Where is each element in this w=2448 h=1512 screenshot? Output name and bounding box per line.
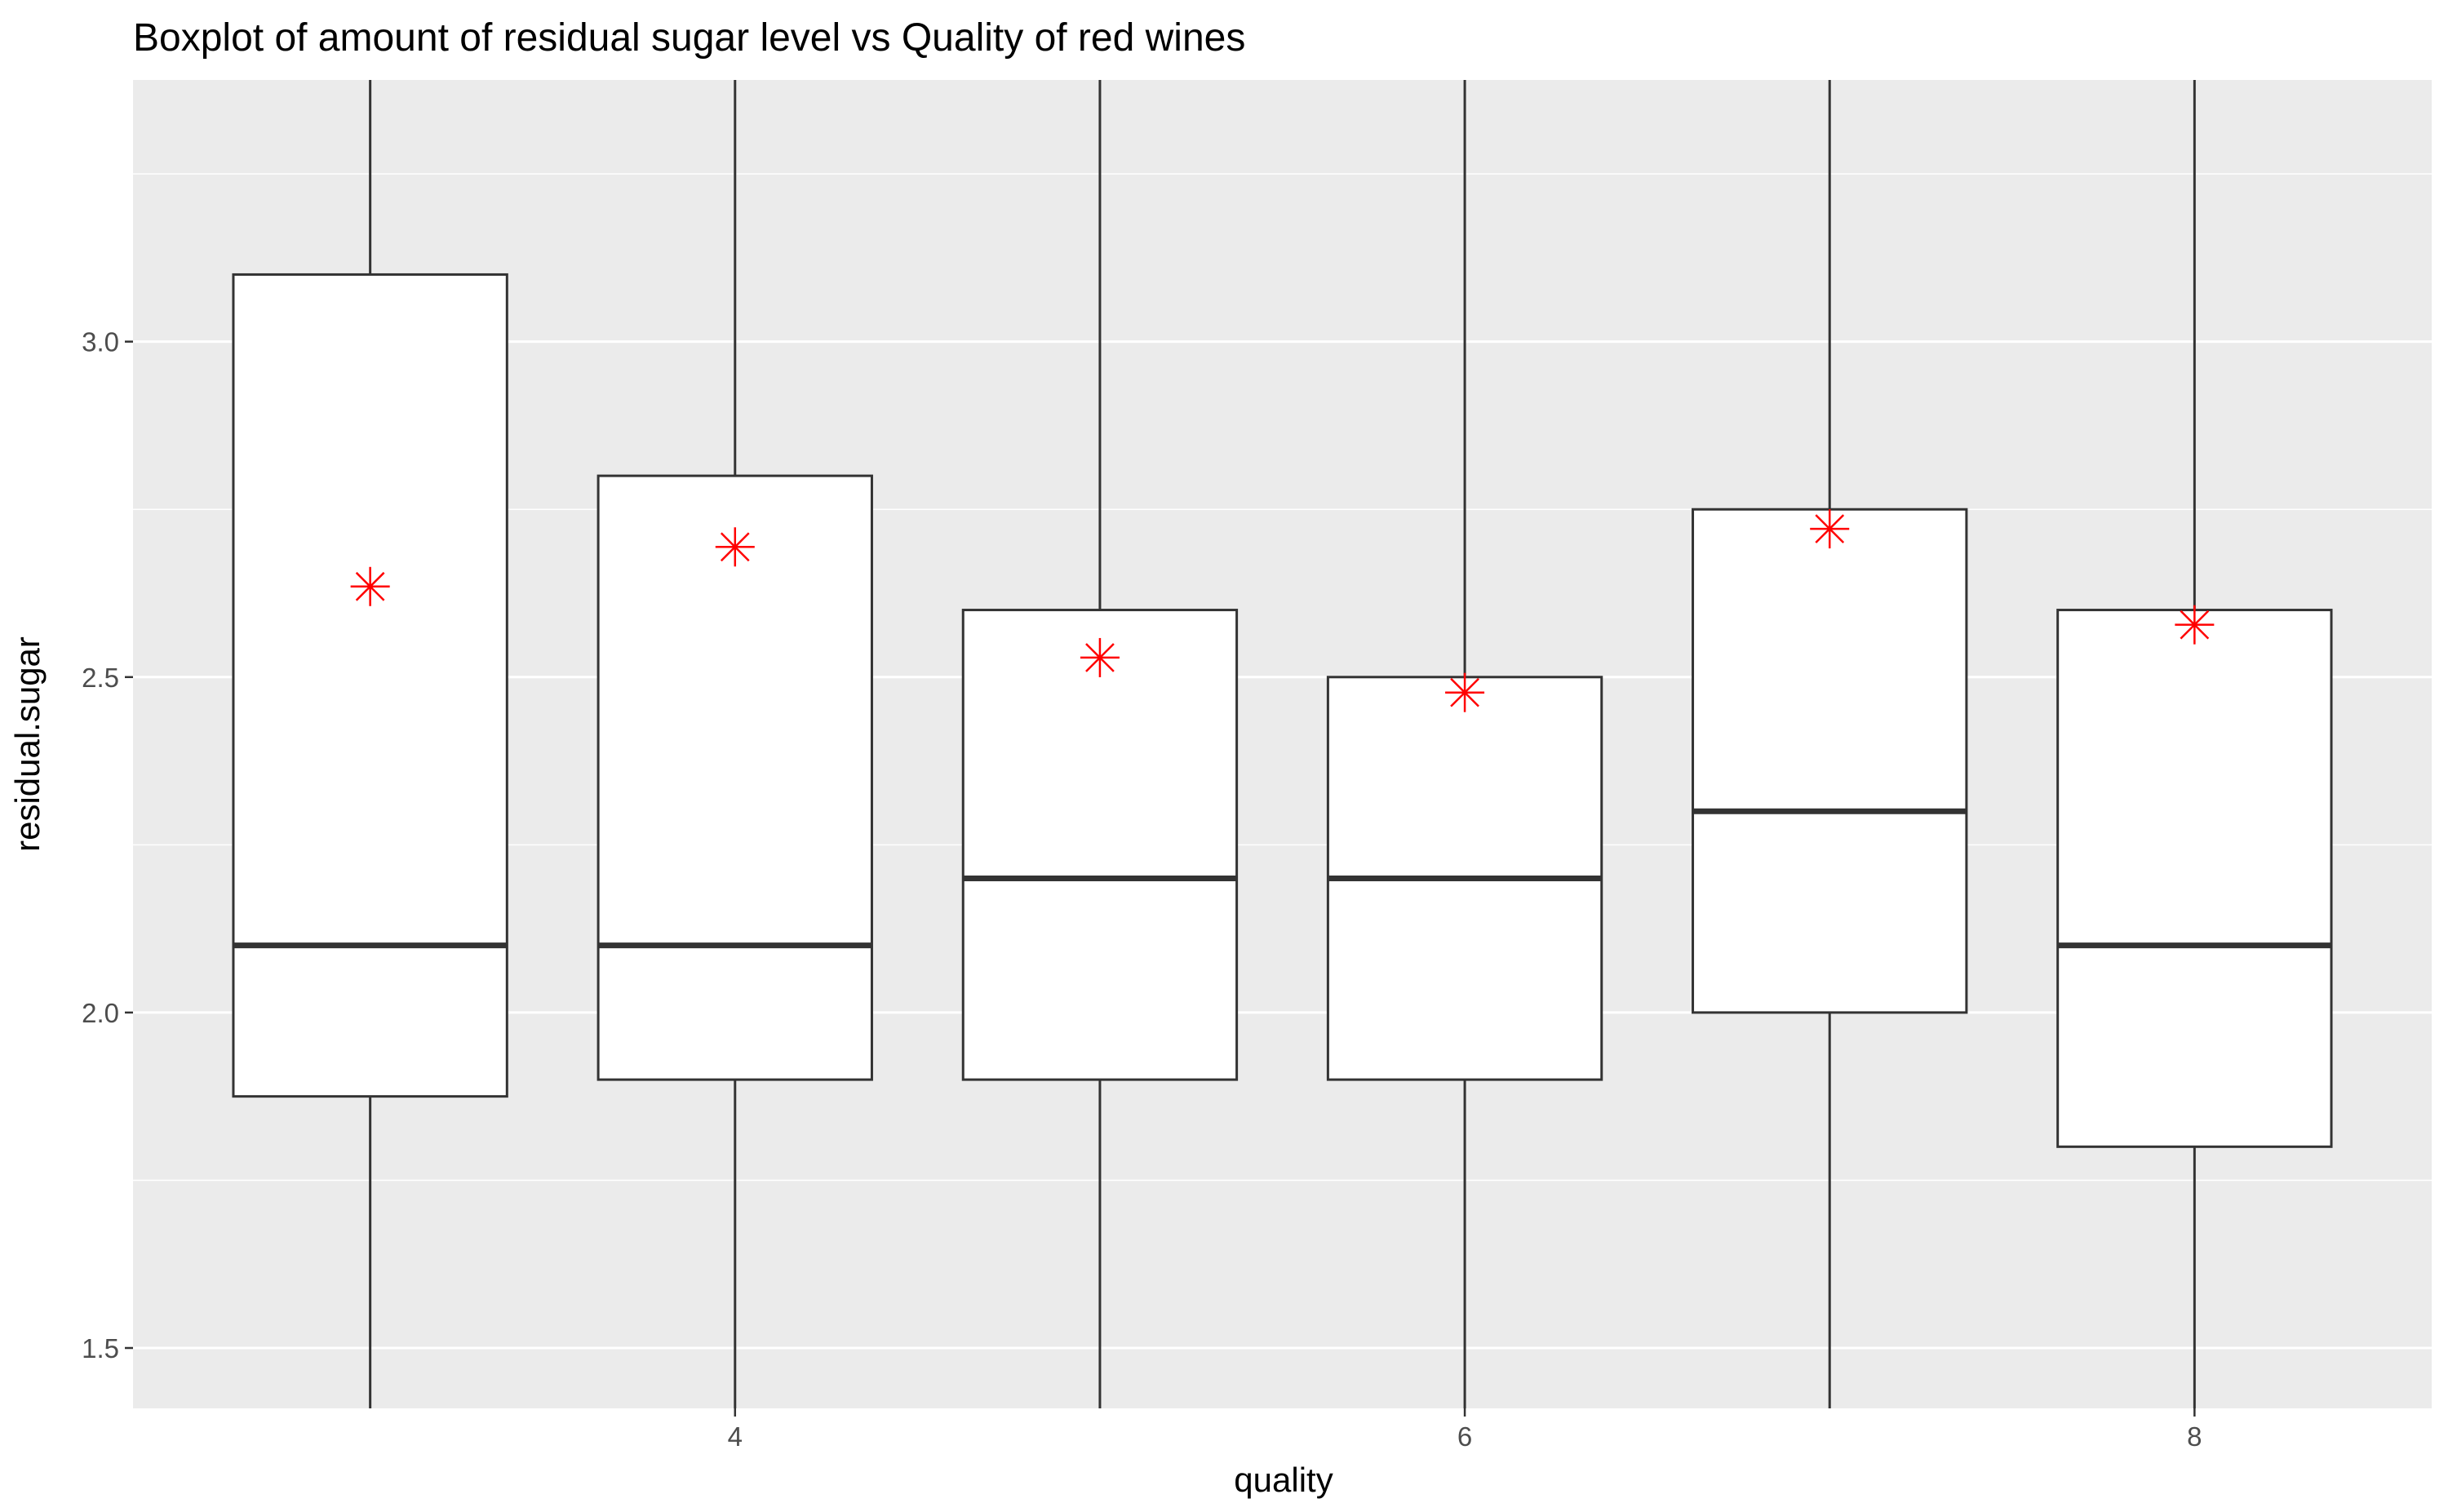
y-tick-label: 2.5 [82,663,119,693]
y-tick-label: 2.0 [82,998,119,1028]
x-tick-label: 4 [728,1421,743,1452]
mean-marker [715,527,755,567]
mean-marker [350,566,390,606]
x-axis-title: quality [1234,1461,1333,1499]
y-tick-label: 3.0 [82,327,119,357]
box-iqr [2056,609,2333,1148]
box-iqr [961,609,1239,1081]
box-quality-5 [961,80,1239,1408]
x-axis: 4 6 8 [728,1408,2202,1452]
mean-marker [2175,605,2215,645]
chart-title: Boxplot of amount of residual sugar leve… [133,16,1245,60]
box-iqr [232,273,508,1098]
box-quality-4 [596,80,873,1408]
mean-marker [1810,509,1850,549]
box-quality-3 [232,80,508,1408]
box-iqr [596,474,873,1081]
x-tick-label: 8 [2187,1421,2202,1452]
box-quality-6 [1326,80,1603,1408]
plot-panel [133,80,2432,1408]
box-iqr [1692,508,1968,1014]
box-quality-7 [1692,80,1968,1408]
y-tick-label: 1.5 [82,1333,119,1363]
box-quality-8 [2056,80,2333,1408]
mean-marker [1445,672,1485,712]
boxes [232,80,2333,1408]
y-axis: 1.5 2.0 2.5 3.0 [82,327,133,1363]
x-tick-label: 6 [1457,1421,1472,1452]
y-axis-title: residual.sugar [8,636,47,852]
mean-marker [1080,637,1120,677]
